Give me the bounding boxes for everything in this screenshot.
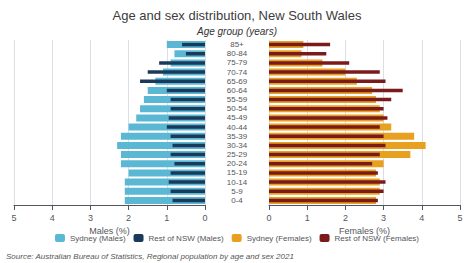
svg-text:20-24: 20-24 (227, 159, 248, 168)
svg-text:2: 2 (126, 213, 131, 223)
svg-text:55-59: 55-59 (227, 95, 248, 104)
svg-text:5: 5 (11, 213, 16, 223)
svg-text:Source: Australian Bureau of S: Source: Australian Bureau of Statistics,… (6, 252, 294, 261)
svg-text:65-69: 65-69 (227, 77, 248, 86)
svg-text:Rest of NSW (Males): Rest of NSW (Males) (149, 234, 224, 243)
svg-text:85+: 85+ (230, 40, 244, 49)
svg-text:4: 4 (50, 213, 55, 223)
svg-text:Rest of NSW (Females): Rest of NSW (Females) (335, 234, 420, 243)
svg-text:70-74: 70-74 (227, 68, 248, 77)
svg-text:35-39: 35-39 (227, 132, 248, 141)
svg-text:50-54: 50-54 (227, 104, 248, 113)
svg-text:45-49: 45-49 (227, 113, 248, 122)
svg-text:25-29: 25-29 (227, 150, 248, 159)
svg-text:1: 1 (164, 213, 169, 223)
svg-text:Sydney (Females): Sydney (Females) (247, 234, 312, 243)
svg-text:3: 3 (381, 213, 386, 223)
svg-text:Females (%): Females (%) (339, 226, 390, 237)
svg-text:5-9: 5-9 (231, 187, 243, 196)
svg-text:0: 0 (266, 213, 271, 223)
svg-text:Sydney (Males): Sydney (Males) (70, 234, 126, 243)
svg-text:15-19: 15-19 (227, 168, 248, 177)
svg-text:Males (%): Males (%) (89, 226, 130, 237)
svg-text:4: 4 (419, 213, 424, 223)
svg-text:40-44: 40-44 (227, 123, 248, 132)
svg-text:75-79: 75-79 (227, 58, 248, 67)
svg-text:5: 5 (457, 213, 462, 223)
svg-text:80-84: 80-84 (227, 49, 248, 58)
svg-text:0-4: 0-4 (231, 196, 243, 205)
svg-text:Age group (years): Age group (years) (196, 26, 277, 37)
svg-text:2: 2 (343, 213, 348, 223)
svg-text:3: 3 (88, 213, 93, 223)
svg-text:0: 0 (202, 213, 207, 223)
svg-text:1: 1 (305, 213, 310, 223)
svg-text:Age and sex distribution, New: Age and sex distribution, New South Wale… (113, 8, 362, 23)
svg-text:30-34: 30-34 (227, 141, 248, 150)
svg-text:10-14: 10-14 (227, 178, 248, 187)
svg-text:60-64: 60-64 (227, 86, 248, 95)
